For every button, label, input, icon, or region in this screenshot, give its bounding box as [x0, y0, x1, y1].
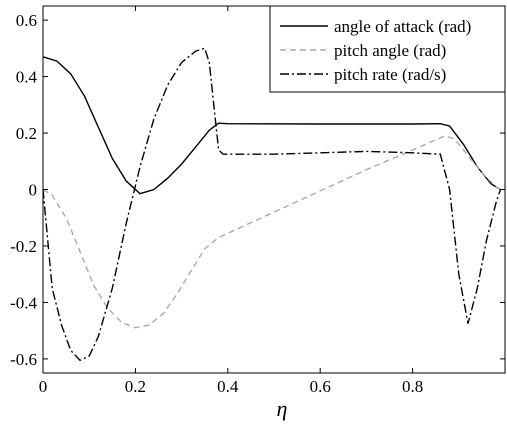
y-tick-label: 0 [29, 181, 38, 200]
x-tick-label: 0.8 [402, 377, 423, 396]
x-axis-label: η [277, 396, 288, 421]
series-line-3 [42, 47, 502, 362]
legend-label-1: angle of attack (rad) [334, 17, 471, 36]
legend-label-3: pitch rate (rad/s) [334, 65, 446, 84]
x-tick-labels: 0 0.2 0.4 0.6 0.8 [39, 377, 423, 396]
x-tick-label: 0.4 [217, 377, 239, 396]
y-tick-labels: 0.6 0.4 0.2 0 -0.2 -0.4 -0.6 [10, 11, 37, 369]
y-tick-label: 0.2 [16, 124, 37, 143]
x-tick-label: 0.6 [310, 377, 331, 396]
y-tick-label: 0.6 [16, 11, 37, 30]
y-tick-label: -0.2 [10, 237, 37, 256]
y-tick-label: 0.4 [16, 68, 38, 87]
y-tick-label: -0.4 [10, 293, 37, 312]
legend-label-2: pitch angle (rad) [334, 41, 446, 60]
legend: angle of attack (rad) pitch angle (rad) pi… [269, 5, 506, 93]
x-tick-label: 0.2 [125, 377, 146, 396]
series-line-1 [42, 56, 501, 195]
series-line-2 [42, 135, 501, 329]
plot-lines [42, 47, 502, 362]
x-tick-label: 0 [39, 377, 48, 396]
y-tick-label: -0.6 [10, 350, 37, 369]
legend-box [269, 5, 506, 93]
